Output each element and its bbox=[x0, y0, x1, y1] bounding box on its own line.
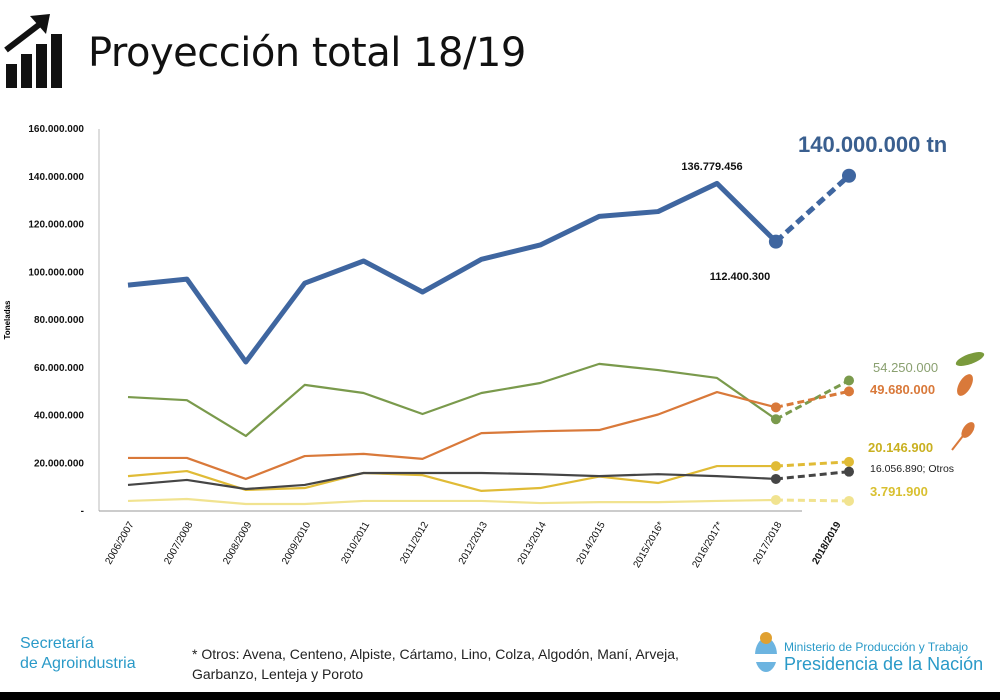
data-point bbox=[844, 456, 854, 467]
y-tick-label: 80.000.000 bbox=[34, 315, 84, 326]
series-0 bbox=[127, 168, 856, 365]
x-tick-label: 2006/2007 bbox=[103, 520, 136, 567]
projection-line bbox=[775, 470, 850, 481]
series-line bbox=[127, 464, 776, 492]
footer-left-line2: de Agroindustria bbox=[20, 655, 136, 672]
otros-label: 16.056.890; Otros bbox=[870, 463, 954, 475]
x-tick-label: 2015/2016* bbox=[632, 520, 667, 570]
series-2 bbox=[128, 386, 854, 481]
projection-line bbox=[774, 173, 851, 244]
y-tick-label: 40.000.000 bbox=[34, 411, 84, 422]
data-point bbox=[844, 386, 854, 397]
y-tick-label: 20.000.000 bbox=[34, 458, 84, 469]
peak-label: 136.779.456 bbox=[681, 161, 742, 173]
wheat-icon bbox=[951, 422, 975, 451]
soja-label: 54.250.000 bbox=[873, 360, 938, 375]
x-tick-label: 2007/2008 bbox=[162, 520, 195, 567]
x-tick-label: 2009/2010 bbox=[280, 520, 313, 567]
x-tick-label: 2014/2015 bbox=[575, 520, 608, 567]
trigo-label: 20.146.900 bbox=[868, 440, 933, 455]
data-point bbox=[768, 234, 783, 249]
y-tick-label: - bbox=[81, 506, 84, 517]
series-5 bbox=[127, 494, 854, 506]
x-tick-label: 2011/2012 bbox=[398, 520, 431, 566]
series-line bbox=[127, 471, 776, 491]
page-title: Proyección total 18/19 bbox=[88, 30, 526, 76]
data-point bbox=[844, 466, 854, 477]
projection-total-label: 140.000.000 tn bbox=[798, 132, 947, 157]
maiz-label: 49.680.000 bbox=[870, 382, 935, 397]
projection-line bbox=[775, 460, 850, 468]
growth-bar-chart-icon bbox=[4, 14, 62, 88]
projection-line bbox=[775, 379, 850, 421]
series-line bbox=[128, 390, 777, 481]
corn-cob-icon bbox=[957, 374, 973, 396]
presidencia-logo-text: Ministerio de Producción y Trabajo Presi… bbox=[784, 640, 983, 675]
x-tick-label: 2012/2013 bbox=[457, 520, 490, 567]
series-line bbox=[127, 180, 778, 365]
x-tick-label: 2016/2017* bbox=[690, 520, 725, 570]
y-tick-label: 60.000.000 bbox=[34, 363, 84, 374]
data-point bbox=[770, 414, 781, 425]
footer-left-line1: Secretaría bbox=[20, 635, 94, 652]
data-point bbox=[844, 495, 854, 506]
presidencia-text: Presidencia de la Nación bbox=[784, 654, 984, 674]
y-tick-label: 140.000.000 bbox=[28, 172, 84, 183]
data-point bbox=[770, 494, 781, 505]
x-tick-label: 2017/2018 bbox=[751, 520, 784, 567]
series-1 bbox=[127, 362, 854, 438]
series-line bbox=[127, 362, 777, 438]
coat-of-arms-icon bbox=[755, 632, 777, 672]
footnote: * Otros: Avena, Centeno, Alpiste, Cártam… bbox=[192, 646, 679, 682]
x-tick-label: 2008/2009 bbox=[221, 520, 254, 567]
series-line bbox=[127, 497, 776, 506]
axes bbox=[98, 129, 802, 512]
soybean-pod-icon bbox=[955, 352, 985, 366]
projection-line bbox=[775, 498, 850, 503]
y-tick-label: 160.000.000 bbox=[28, 124, 84, 135]
y-tick-label: 100.000.000 bbox=[28, 267, 84, 278]
series-4 bbox=[127, 466, 854, 491]
bottom-bar bbox=[0, 692, 1000, 700]
x-tick-label: 2018/2019 bbox=[810, 520, 843, 567]
last-actual-label: 112.400.300 bbox=[710, 271, 771, 283]
ministerio-text: Ministerio de Producción y Trabajo bbox=[784, 640, 969, 654]
data-point bbox=[770, 461, 781, 472]
x-tick-label: 2010/2011 bbox=[339, 520, 372, 566]
x-tick-label: 2013/2014 bbox=[516, 520, 549, 567]
data-point bbox=[770, 473, 781, 484]
projection-line bbox=[775, 389, 850, 409]
y-tick-label: 120.000.000 bbox=[28, 220, 84, 231]
data-point bbox=[770, 402, 781, 413]
data-point bbox=[844, 375, 854, 386]
last-series-label: 3.791.900 bbox=[870, 484, 928, 499]
data-point bbox=[842, 168, 856, 183]
y-axis-label: Toneladas bbox=[3, 300, 12, 340]
secretaria-logo-text: Secretaría de Agroindustria bbox=[20, 634, 136, 674]
